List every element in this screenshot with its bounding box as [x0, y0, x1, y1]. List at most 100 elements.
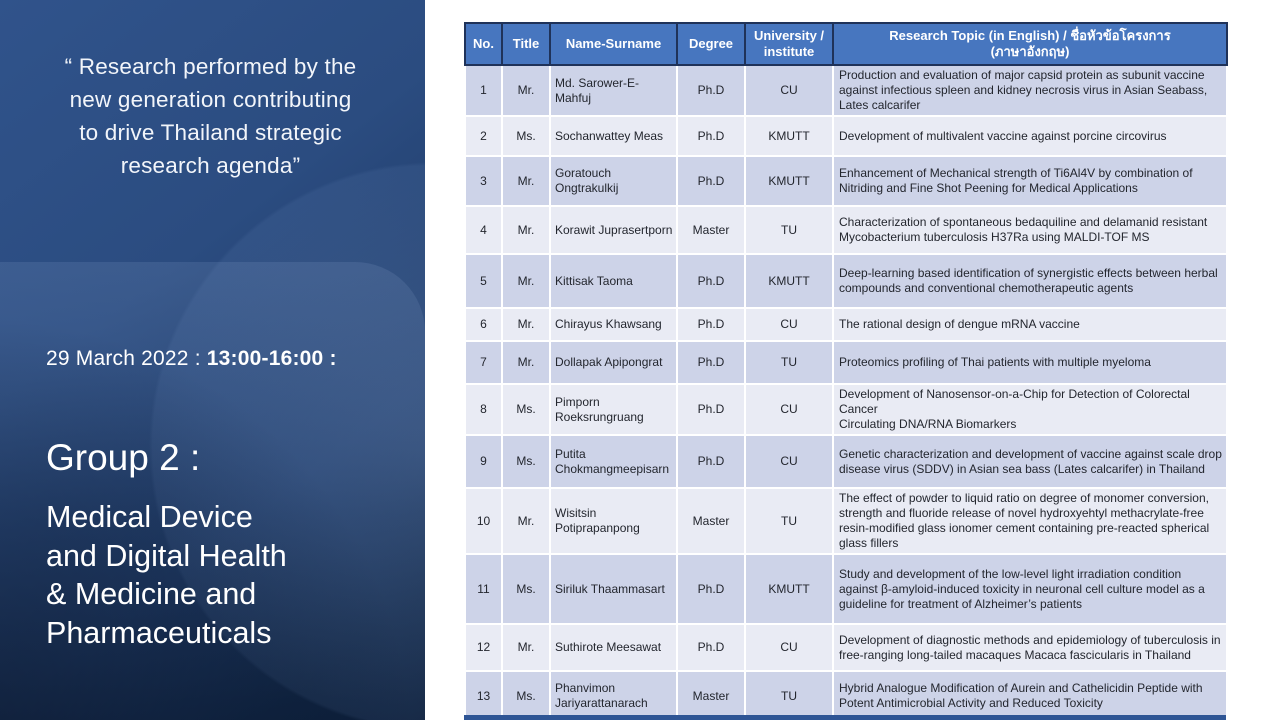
table-header: No. Title Name-Surname Degree University… [465, 23, 1227, 65]
cell-no: 5 [465, 254, 502, 308]
cell-topic: Development of multivalent vaccine again… [833, 116, 1227, 156]
cell-topic: Proteomics profiling of Thai patients wi… [833, 341, 1227, 384]
cell-university: TU [745, 341, 833, 384]
cell-name: Dollapak Apipongrat [550, 341, 677, 384]
cell-university: CU [745, 624, 833, 671]
cell-topic: Study and development of the low-level l… [833, 554, 1227, 624]
cell-degree: Master [677, 671, 745, 721]
cell-degree: Ph.D [677, 624, 745, 671]
header-name-surname: Name-Surname [550, 23, 677, 65]
event-date: 29 March 2022 : [46, 347, 207, 370]
header-no: No. [465, 23, 502, 65]
cell-topic: Development of Nanosensor-on-a-Chip for … [833, 384, 1227, 435]
cell-degree: Ph.D [677, 254, 745, 308]
cell-degree: Ph.D [677, 554, 745, 624]
cell-name: Goratouch Ongtrakulkij [550, 156, 677, 206]
cell-name: Md. Sarower-E-Mahfuj [550, 65, 677, 116]
cell-name: Korawit Juprasertporn [550, 206, 677, 254]
header-research-topic: Research Topic (in English) / ชื่อหัวข้อ… [833, 23, 1227, 65]
cell-name: Suthirote Meesawat [550, 624, 677, 671]
cell-topic: Development of diagnostic methods and ep… [833, 624, 1227, 671]
cell-university: CU [745, 435, 833, 488]
cell-title: Ms. [502, 671, 550, 721]
event-quote-title: “ Research performed by the new generati… [28, 50, 393, 182]
slide-left-panel: “ Research performed by the new generati… [0, 0, 425, 720]
cell-university: KMUTT [745, 116, 833, 156]
cell-no: 12 [465, 624, 502, 671]
cell-title: Mr. [502, 624, 550, 671]
cell-title: Mr. [502, 254, 550, 308]
cell-university: CU [745, 308, 833, 341]
cell-name: Chirayus Khawsang [550, 308, 677, 341]
cell-degree: Master [677, 488, 745, 554]
cell-no: 1 [465, 65, 502, 116]
cell-university: CU [745, 384, 833, 435]
research-table-container: No. Title Name-Surname Degree University… [464, 22, 1226, 722]
cell-title: Ms. [502, 116, 550, 156]
research-table: No. Title Name-Surname Degree University… [464, 22, 1228, 722]
cell-topic: Characterization of spontaneous bedaquil… [833, 206, 1227, 254]
cell-no: 2 [465, 116, 502, 156]
cell-topic: Enhancement of Mechanical strength of Ti… [833, 156, 1227, 206]
cell-topic: The rational design of dengue mRNA vacci… [833, 308, 1227, 341]
cell-name: Pimporn Roeksrungruang [550, 384, 677, 435]
cell-no: 3 [465, 156, 502, 206]
header-university: University / institute [745, 23, 833, 65]
cell-topic: The effect of powder to liquid ratio on … [833, 488, 1227, 554]
cell-title: Ms. [502, 554, 550, 624]
cell-no: 8 [465, 384, 502, 435]
header-title: Title [502, 23, 550, 65]
cell-title: Mr. [502, 206, 550, 254]
cell-university: KMUTT [745, 254, 833, 308]
cell-title: Mr. [502, 488, 550, 554]
cell-name: Sochanwattey Meas [550, 116, 677, 156]
cell-no: 11 [465, 554, 502, 624]
cell-title: Mr. [502, 156, 550, 206]
cell-topic: Production and evaluation of major capsi… [833, 65, 1227, 116]
cell-topic: Hybrid Analogue Modification of Aurein a… [833, 671, 1227, 721]
cell-name: Kittisak Taoma [550, 254, 677, 308]
cell-university: KMUTT [745, 156, 833, 206]
cell-name: Phanvimon Jariyarattanarach [550, 671, 677, 721]
group-title: Group 2 : [46, 436, 406, 480]
cell-title: Mr. [502, 308, 550, 341]
cell-degree: Ph.D [677, 384, 745, 435]
cell-name: Siriluk Thaammasart [550, 554, 677, 624]
cell-degree: Ph.D [677, 435, 745, 488]
cell-title: Mr. [502, 341, 550, 384]
cell-topic: Genetic characterization and development… [833, 435, 1227, 488]
event-date-time: 29 March 2022 : 13:00-16:00 : [46, 347, 406, 371]
group-subtitle: Medical Device and Digital Health & Medi… [46, 498, 406, 652]
cell-no: 7 [465, 341, 502, 384]
cell-no: 10 [465, 488, 502, 554]
cell-title: Ms. [502, 435, 550, 488]
table-bottom-strip [464, 715, 1226, 720]
cell-degree: Ph.D [677, 308, 745, 341]
cell-degree: Ph.D [677, 341, 745, 384]
cell-no: 6 [465, 308, 502, 341]
cell-degree: Ph.D [677, 156, 745, 206]
cell-topic: Deep-learning based identification of sy… [833, 254, 1227, 308]
cell-university: TU [745, 671, 833, 721]
cell-no: 9 [465, 435, 502, 488]
cell-university: CU [745, 65, 833, 116]
event-time: 13:00-16:00 : [207, 347, 337, 370]
cell-no: 13 [465, 671, 502, 721]
cell-university: TU [745, 488, 833, 554]
cell-no: 4 [465, 206, 502, 254]
cell-university: TU [745, 206, 833, 254]
table-header-row: No. Title Name-Surname Degree University… [465, 23, 1227, 65]
cell-name: Putita Chokmangmeepisarn [550, 435, 677, 488]
